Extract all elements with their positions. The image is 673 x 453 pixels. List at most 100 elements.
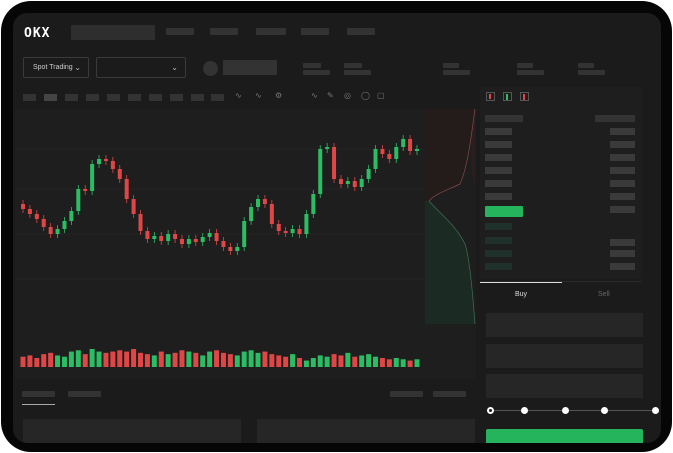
chevron-down-icon: ⌄ bbox=[74, 63, 81, 72]
volume-bar bbox=[331, 354, 337, 367]
stat-value bbox=[344, 70, 371, 75]
bottom-action[interactable] bbox=[390, 391, 423, 397]
volume-bar bbox=[158, 351, 164, 367]
volume-bar bbox=[151, 355, 157, 367]
bottom-tab-history[interactable] bbox=[68, 391, 101, 397]
chevron-down-icon: ⌄ bbox=[171, 63, 178, 72]
bid-amount bbox=[610, 263, 635, 270]
amount-slider[interactable] bbox=[489, 410, 655, 411]
volume-bar bbox=[283, 356, 289, 367]
slider-mark-25[interactable] bbox=[521, 407, 528, 414]
nav-item[interactable] bbox=[301, 28, 329, 35]
active-tab-indicator bbox=[480, 282, 562, 283]
clock-icon[interactable]: ◯ bbox=[361, 91, 370, 100]
candle-body bbox=[166, 234, 171, 241]
slider-mark-50[interactable] bbox=[562, 407, 569, 414]
volume-bar bbox=[144, 354, 150, 367]
orderbook-bids-icon[interactable] bbox=[503, 92, 512, 101]
candle-body bbox=[103, 159, 108, 161]
stat-value bbox=[517, 70, 544, 75]
buy-button[interactable] bbox=[486, 429, 643, 443]
settings-icon[interactable]: ⚙ bbox=[275, 91, 283, 100]
chart-type-icon[interactable]: ∿ bbox=[255, 91, 262, 100]
volume-bar bbox=[262, 351, 268, 367]
candle-body bbox=[21, 204, 25, 209]
order-book bbox=[480, 87, 642, 279]
volume-bar bbox=[255, 352, 261, 367]
timeframe-button[interactable] bbox=[65, 94, 78, 101]
target-icon[interactable]: ◎ bbox=[344, 91, 351, 100]
candle-body bbox=[124, 179, 129, 199]
candlestick-chart[interactable] bbox=[15, 108, 476, 379]
stat-value bbox=[578, 70, 605, 75]
candle-body bbox=[290, 229, 295, 233]
ask-price bbox=[485, 180, 512, 187]
timeframe-button[interactable] bbox=[149, 94, 162, 101]
nav-item[interactable] bbox=[256, 28, 286, 35]
slider-mark-100[interactable] bbox=[652, 407, 659, 414]
total-input[interactable] bbox=[486, 374, 643, 398]
spot-trading-dropdown[interactable]: Spot Trading ⌄ bbox=[23, 57, 89, 78]
bottom-tab-indicator bbox=[22, 404, 55, 405]
trading-screen: OKX Spot Trading ⌄ ⌄ ∿ ∿ ⚙ ∿ ✎ ◎ ◯ ▢ Buy bbox=[13, 13, 661, 443]
stat-label bbox=[303, 63, 321, 68]
timeframe-button[interactable] bbox=[44, 94, 57, 101]
volume-bar bbox=[227, 354, 233, 367]
amount-input[interactable] bbox=[486, 344, 643, 368]
bottom-tab-orders[interactable] bbox=[22, 391, 55, 397]
nav-item[interactable] bbox=[210, 28, 238, 35]
price-input[interactable] bbox=[486, 313, 643, 337]
sell-tab[interactable]: Sell bbox=[598, 291, 610, 298]
timeframe-button[interactable] bbox=[128, 94, 141, 101]
orderbook-asks-icon[interactable] bbox=[520, 92, 529, 101]
timeframe-button[interactable] bbox=[23, 94, 36, 101]
nav-item[interactable] bbox=[347, 28, 375, 35]
volume-bar bbox=[41, 354, 47, 367]
stat-label bbox=[517, 63, 533, 68]
candle-body bbox=[408, 139, 413, 151]
candle-body bbox=[90, 164, 95, 191]
expand-icon[interactable]: ▢ bbox=[377, 91, 385, 100]
candle-body bbox=[152, 236, 157, 239]
stat-label bbox=[443, 63, 459, 68]
chart-panel[interactable] bbox=[15, 108, 476, 379]
bottom-action[interactable] bbox=[433, 391, 466, 397]
candle-body bbox=[304, 214, 309, 234]
timeframe-button[interactable] bbox=[191, 94, 204, 101]
nav-item[interactable] bbox=[166, 28, 194, 35]
buy-tab[interactable]: Buy bbox=[515, 291, 528, 298]
timeframe-button[interactable] bbox=[86, 94, 99, 101]
candle-body bbox=[48, 227, 53, 234]
timeframe-button[interactable] bbox=[170, 94, 183, 101]
volume-bar bbox=[317, 355, 323, 367]
line-tool-icon[interactable]: ∿ bbox=[311, 91, 318, 100]
volume-bar bbox=[82, 354, 88, 367]
candle-body bbox=[269, 204, 274, 224]
spot-trading-label: Spot Trading bbox=[33, 64, 73, 71]
orderbook-both-icon[interactable] bbox=[486, 92, 495, 101]
timeframe-button[interactable] bbox=[107, 94, 120, 101]
candle-body bbox=[345, 181, 350, 184]
candle-body bbox=[249, 207, 254, 221]
ask-price bbox=[485, 154, 512, 161]
header-price bbox=[485, 115, 523, 122]
timeframe-button[interactable] bbox=[211, 94, 224, 101]
volume-bar bbox=[124, 351, 130, 367]
volume-bar bbox=[296, 358, 302, 367]
pair-dropdown[interactable]: ⌄ bbox=[96, 57, 186, 78]
ask-price bbox=[485, 141, 512, 148]
volume-bar bbox=[220, 352, 226, 367]
slider-mark-75[interactable] bbox=[601, 407, 608, 414]
ask-price bbox=[485, 193, 512, 200]
volume-bar bbox=[269, 354, 275, 367]
candle-body bbox=[394, 147, 399, 159]
candle-body bbox=[332, 147, 337, 179]
candle-body bbox=[318, 149, 323, 194]
search-bar[interactable] bbox=[71, 25, 155, 40]
depth-bid-area bbox=[425, 201, 475, 324]
slider-handle[interactable] bbox=[487, 407, 494, 414]
ask-amount bbox=[610, 193, 635, 200]
candle-body bbox=[228, 247, 233, 251]
indicator-icon[interactable]: ∿ bbox=[235, 91, 242, 100]
pencil-icon[interactable]: ✎ bbox=[327, 91, 334, 100]
